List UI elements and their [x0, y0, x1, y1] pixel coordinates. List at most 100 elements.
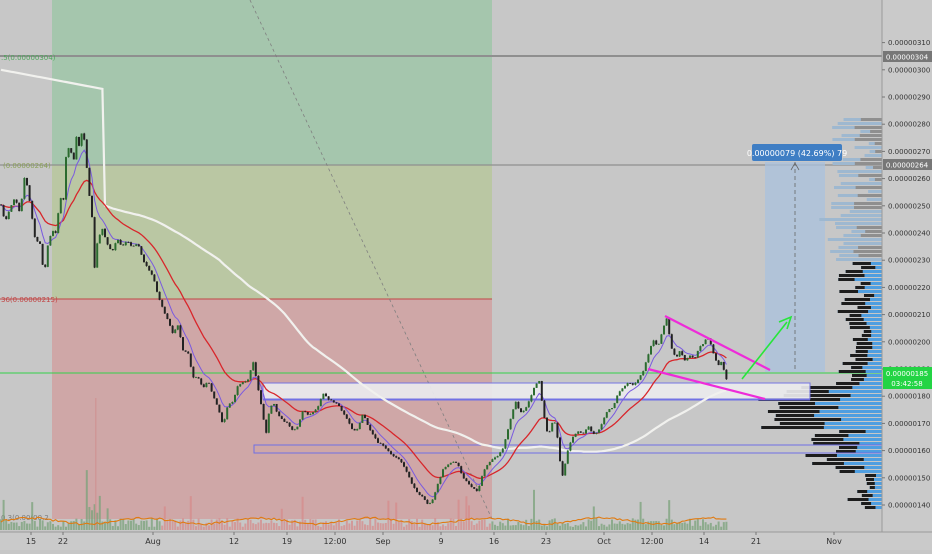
- vp-bar-20: [866, 198, 882, 201]
- candle-body-195: [507, 429, 509, 440]
- vp-bar-dark-82: [813, 442, 860, 445]
- candle-body-133: [345, 414, 348, 419]
- volume-bar-163: [423, 522, 426, 530]
- candle-body-248: [644, 362, 647, 372]
- volume-bar-96: [249, 519, 252, 530]
- vp-bar-inner-4: [870, 130, 882, 133]
- price-axis-ticks: 0.00000310 0.00000300 0.00000290 0.00000280…: [882, 39, 930, 510]
- candle-body-76: [197, 377, 200, 379]
- candle-body-176: [457, 462, 460, 467]
- candle-body-187: [486, 465, 489, 470]
- volume-bar-266: [691, 525, 694, 530]
- target-zone-upper[interactable]: [52, 0, 492, 165]
- volume-bar-175: [455, 525, 457, 530]
- vp-bar-68: [786, 390, 882, 393]
- left-level-label-mid: (0.00000264): [3, 162, 51, 170]
- vp-bar-dark-54: [863, 330, 872, 333]
- candle-body-177: [460, 466, 463, 474]
- volume-bar-124: [322, 522, 325, 530]
- candle-body-70: [182, 337, 184, 351]
- volume-bar-147: [382, 523, 385, 530]
- y-tick-label-9: 0.00000220: [888, 284, 930, 292]
- candle-body-199: [517, 401, 520, 409]
- volume-bar-221: [574, 524, 577, 530]
- y-tick-label-5: 0.00000260: [888, 175, 930, 183]
- volume-bar-265: [689, 518, 691, 530]
- volume-bar-135: [351, 520, 353, 530]
- candle-body-175: [455, 461, 457, 463]
- candle-body-118: [306, 412, 309, 415]
- candle-body-205: [533, 387, 535, 396]
- volume-bar-4: [10, 521, 13, 530]
- volume-bar-253: [657, 521, 660, 530]
- candle-body-273: [709, 338, 712, 345]
- volume-bar-278: [722, 522, 725, 530]
- vp-bar-86: [812, 462, 882, 465]
- volume-bar-211: [548, 520, 551, 530]
- volume-bar-234: [608, 524, 611, 530]
- volume-bar-186: [483, 519, 486, 530]
- candle-body-145: [377, 438, 379, 443]
- volume-bar-171: [444, 526, 447, 530]
- price-axis[interactable]: [882, 0, 932, 532]
- volume-bar-161: [418, 526, 421, 530]
- y-tick-label-1: 0.00000300: [888, 66, 930, 74]
- candle-body-108: [280, 416, 283, 419]
- candle-body-25: [65, 157, 67, 200]
- candle-body-109: [283, 418, 286, 422]
- volume-bar-236: [613, 523, 616, 530]
- volume-bar-58: [150, 518, 153, 530]
- level-tag-264-text: 0.00000264: [886, 162, 929, 170]
- volume-bar-34: [88, 506, 91, 530]
- vp-bar-96: [861, 502, 882, 505]
- volume-bar-179: [465, 496, 468, 530]
- volume-bar-269: [699, 525, 702, 530]
- triangle-lower-line[interactable]: [647, 367, 766, 401]
- volume-bar-125: [325, 521, 327, 530]
- volume-bar-206: [535, 520, 538, 530]
- vp-bar-dark-38: [861, 266, 876, 269]
- candle-body-270: [702, 344, 704, 347]
- vp-bar-16: [840, 182, 882, 185]
- volume-bar-64: [166, 519, 169, 530]
- volume-bar-109: [283, 519, 286, 530]
- vp-bar-dark-39: [845, 270, 863, 273]
- left-level-label-low: 36(0.00000215): [1, 296, 58, 304]
- vp-bar-dark-92: [866, 482, 875, 485]
- time-axis[interactable]: [0, 532, 932, 550]
- volume-bar-13: [33, 520, 36, 530]
- volume-bar-252: [655, 520, 658, 530]
- volume-bar-11: [28, 523, 31, 530]
- volume-bar-258: [670, 519, 673, 530]
- candle-body-230: [598, 429, 600, 433]
- projection-arrow-line[interactable]: [741, 321, 788, 380]
- vp-bar-inner-3: [854, 126, 882, 129]
- candle-body-252: [655, 340, 658, 345]
- volume-bar-143: [371, 525, 374, 530]
- volume-bar-39: [101, 521, 104, 530]
- candle-body-64: [166, 313, 169, 320]
- volume-bar-208: [540, 525, 543, 530]
- triangle-upper-line[interactable]: [664, 315, 771, 371]
- volume-bar-246: [639, 501, 642, 530]
- candle-body-150: [390, 451, 392, 455]
- vp-bar-dark-60: [850, 354, 868, 357]
- volume-bar-184: [478, 520, 481, 530]
- candle-body-241: [626, 383, 629, 386]
- candle-body-242: [629, 383, 632, 384]
- target-zone-lower[interactable]: [52, 165, 492, 299]
- level-tag-304: [883, 51, 932, 62]
- candle-body-178: [462, 473, 465, 479]
- candle-body-146: [379, 442, 382, 444]
- candle-body-158: [410, 477, 413, 484]
- resistance-zone[interactable]: [262, 382, 811, 400]
- candle-body-55: [143, 254, 145, 263]
- candle-body-56: [145, 262, 148, 266]
- volume-bars: [0, 398, 728, 530]
- candle-body-227: [590, 426, 593, 432]
- vp-bar-dark-68: [801, 386, 853, 389]
- volume-bar-26: [67, 523, 70, 530]
- vp-bar-dark-47: [841, 302, 866, 305]
